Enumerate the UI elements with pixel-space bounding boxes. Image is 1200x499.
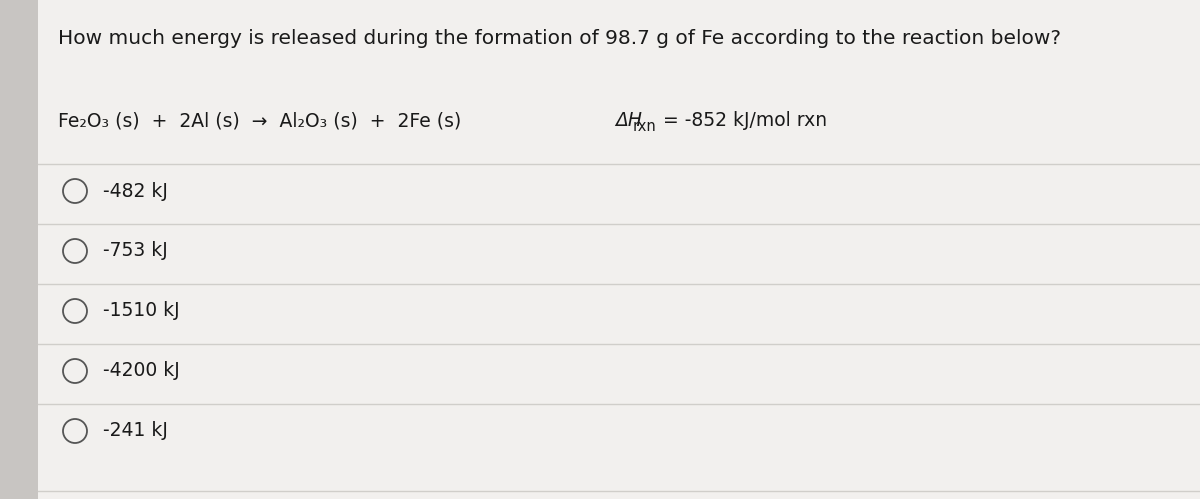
Text: -241 kJ: -241 kJ [103,422,168,441]
Text: rxn: rxn [634,119,656,134]
Text: Fe₂O₃ (s)  +  2Al (s)  →  Al₂O₃ (s)  +  2Fe (s): Fe₂O₃ (s) + 2Al (s) → Al₂O₃ (s) + 2Fe (s… [58,111,461,130]
Text: -4200 kJ: -4200 kJ [103,361,180,381]
Text: = -852 kJ/mol rxn: = -852 kJ/mol rxn [658,111,827,130]
Text: ΔH: ΔH [616,111,642,130]
Text: -482 kJ: -482 kJ [103,182,168,201]
Text: -753 kJ: -753 kJ [103,242,168,260]
Text: How much energy is released during the formation of 98.7 g of Fe according to th: How much energy is released during the f… [58,29,1061,48]
Bar [0,0,38,499]
Text: -1510 kJ: -1510 kJ [103,301,180,320]
